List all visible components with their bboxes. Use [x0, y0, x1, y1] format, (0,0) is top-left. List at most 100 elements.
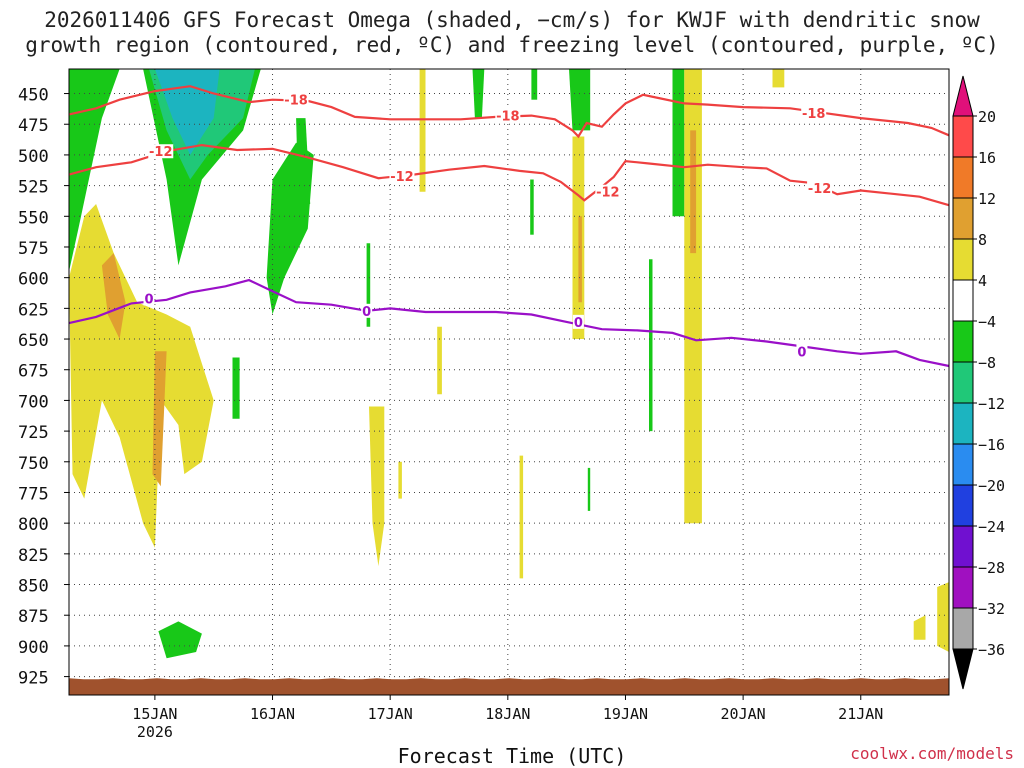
colorbar-label-4: 4	[978, 272, 987, 290]
omega-shade-region-29	[437, 326, 442, 395]
y-tick-label-850: 850	[18, 577, 49, 597]
y-tick-label-925: 925	[18, 669, 49, 689]
chart-title-line2: growth region (contoured, red, ºC) and f…	[25, 33, 999, 57]
colorbar-label-6: −8	[978, 354, 996, 372]
x-tick-label-19JAN: 19JAN	[603, 705, 648, 723]
source-credit[interactable]: coolwx.com/models	[850, 744, 1014, 763]
contour-label-2-2: 0	[574, 316, 583, 331]
colorbar-bin-8-12	[952, 197, 974, 240]
colorbar-bin-16-20	[952, 115, 974, 158]
omega-shade-region-9	[472, 69, 485, 119]
y-tick-label-600: 600	[18, 270, 49, 290]
y-tick-label-500: 500	[18, 147, 49, 167]
contour-label-bg-2-0	[143, 291, 155, 306]
x-axis-ticks: 15JAN 16JAN 17JAN 18JAN 19JAN 20JAN 21JAN 2026	[132, 695, 883, 741]
contour-label-bg-2-3	[796, 344, 808, 359]
colorbar-bin--8--4	[952, 320, 974, 363]
omega-shade-region-17	[69, 204, 214, 548]
contour-label-bg-2-2	[572, 314, 584, 329]
colorbar-label-8: −16	[978, 436, 1005, 454]
chart-title-line1: 2026011406 GFS Forecast Omega (shaded, −…	[44, 8, 980, 32]
omega-shade-region-20	[684, 69, 702, 524]
contour-label-2-1: 0	[362, 305, 371, 320]
contour-label-1-1: -12	[390, 170, 414, 185]
x-year-label: 2026	[137, 723, 173, 741]
contour-label-bg-0-2	[801, 106, 827, 121]
colorbar-label-7: −12	[978, 395, 1005, 413]
colorbar-bin--16--12	[952, 402, 974, 445]
y-tick-label-450: 450	[18, 86, 49, 106]
colorbar-bin--20--16	[952, 443, 974, 486]
y-tick-label-825: 825	[18, 546, 49, 566]
colorbar-label-11: −28	[978, 559, 1005, 577]
omega-shade-region-28	[937, 582, 949, 652]
contour-label-bg-1-2	[595, 184, 621, 199]
omega-shade-region-14	[649, 259, 653, 432]
colorbar-label-5: −4	[978, 313, 996, 331]
contour-label-bg-0-1	[495, 108, 521, 123]
terrain-layer	[69, 678, 949, 695]
contour-label-2-0: 0	[144, 293, 153, 308]
omega-shade-region-18	[101, 253, 126, 339]
y-tick-label-875: 875	[18, 607, 49, 627]
x-tick-label-15JAN: 15JAN	[132, 705, 177, 723]
omega-shade-region-6	[296, 118, 311, 204]
y-tick-label-550: 550	[18, 208, 49, 228]
omega-shade-region-24	[578, 216, 582, 303]
colorbar-bin--4-4	[952, 279, 974, 322]
x-tick-label-20JAN: 20JAN	[721, 705, 766, 723]
colorbar-bin--12--8	[952, 361, 974, 404]
colorbar-label-0: 20	[978, 108, 996, 126]
colorbar-label-13: −36	[978, 641, 1005, 659]
omega-shade-region-5	[232, 357, 240, 419]
contour-line-0	[68, 85, 950, 139]
contour-line-2	[68, 278, 950, 368]
omega-shade-region-11	[531, 69, 538, 100]
contour-label-bg-1-3	[807, 181, 833, 196]
colorbar-label-2: 12	[978, 190, 996, 208]
omega-shade-region-31	[398, 461, 402, 499]
grid-layer	[69, 69, 949, 695]
omega-shade-region-19	[152, 351, 167, 487]
terrain-fill	[69, 678, 949, 695]
plot-frame	[68, 68, 950, 696]
colorbar-label-9: −20	[978, 477, 1005, 495]
y-axis-ticks: 450 475 500 525 550 575 600 625 650 675 700 725 750 7…	[18, 86, 69, 689]
colorbar-bin--24--20	[952, 484, 974, 527]
x-tick-label-21JAN: 21JAN	[838, 705, 883, 723]
omega-shade-region-7	[158, 621, 202, 659]
contour-label-bg-1-1	[389, 168, 415, 183]
contour-label-bg-0-0	[283, 92, 309, 107]
y-tick-label-525: 525	[18, 178, 49, 198]
contour-label-0-1: -18	[496, 110, 520, 125]
contour-label-bg-2-1	[361, 303, 373, 318]
x-tick-label-16JAN: 16JAN	[250, 705, 295, 723]
colorbar-extend-max	[952, 75, 974, 117]
colorbar-label-3: 8	[978, 231, 987, 249]
omega-shade-region-27	[913, 615, 926, 640]
x-tick-label-18JAN: 18JAN	[485, 705, 530, 723]
y-tick-label-700: 700	[18, 392, 49, 412]
colorbar: 20 16 12 8 4 −4 −8 −12 −16 −20 −24 −28 −32 −36	[952, 75, 1005, 690]
contour-label-2-3: 0	[797, 345, 806, 360]
omega-shade-region-8	[672, 69, 685, 217]
y-tick-label-900: 900	[18, 638, 49, 658]
contour-label-1-0: -12	[149, 145, 173, 160]
omega-shade-region-26	[772, 69, 785, 88]
y-tick-label-475: 475	[18, 116, 49, 136]
y-tick-label-800: 800	[18, 515, 49, 535]
colorbar-extend-min	[952, 648, 974, 690]
contour-label-0-0: -18	[284, 94, 308, 109]
x-axis-title: Forecast Time (UTC)	[397, 744, 627, 768]
y-tick-label-750: 750	[18, 454, 49, 474]
y-tick-label-725: 725	[18, 423, 49, 443]
omega-shade-region-10	[569, 69, 591, 131]
x-tick-label-17JAN: 17JAN	[368, 705, 413, 723]
contour-label-1-3: -12	[808, 182, 832, 197]
colorbar-label-1: 16	[978, 149, 996, 167]
y-tick-label-675: 675	[18, 362, 49, 382]
y-tick-label-650: 650	[18, 331, 49, 351]
omega-shade-region-30	[519, 455, 524, 579]
colorbar-bin-4-8	[952, 238, 974, 281]
